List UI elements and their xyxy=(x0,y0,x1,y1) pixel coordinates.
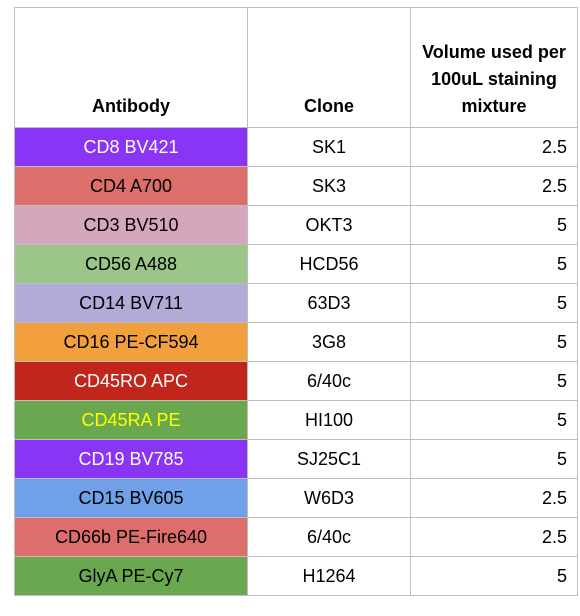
table-row: CD16 PE-CF594 3G8 5 xyxy=(14,322,578,362)
table-body: CD8 BV421 SK1 2.5 CD4 A700 SK3 2.5 CD3 BV510 OK… xyxy=(14,127,578,596)
antibody-cell: CD45RO APC xyxy=(14,361,248,401)
antibody-cell: CD15 BV605 xyxy=(14,478,248,518)
antibody-cell: CD45RA PE xyxy=(14,400,248,440)
header-volume: Volume used per 100uL staining mixture xyxy=(410,7,578,128)
table-row: GlyA PE-Cy7 H1264 5 xyxy=(14,556,578,596)
table-row: CD19 BV785 SJ25C1 5 xyxy=(14,439,578,479)
table-row: CD66b PE-Fire640 6/40c 2.5 xyxy=(14,517,578,557)
clone-cell: SJ25C1 xyxy=(247,439,411,479)
header-antibody: Antibody xyxy=(14,7,248,128)
clone-cell: 3G8 xyxy=(247,322,411,362)
volume-cell: 5 xyxy=(410,439,578,479)
antibody-cell: CD14 BV711 xyxy=(14,283,248,323)
volume-cell: 5 xyxy=(410,244,578,284)
volume-cell: 2.5 xyxy=(410,127,578,167)
antibody-cell: CD3 BV510 xyxy=(14,205,248,245)
volume-cell: 5 xyxy=(410,400,578,440)
antibody-cell: CD56 A488 xyxy=(14,244,248,284)
antibody-cell: CD16 PE-CF594 xyxy=(14,322,248,362)
table-row: CD8 BV421 SK1 2.5 xyxy=(14,127,578,167)
volume-cell: 5 xyxy=(410,322,578,362)
clone-cell: 63D3 xyxy=(247,283,411,323)
volume-cell: 5 xyxy=(410,283,578,323)
table-row: CD15 BV605 W6D3 2.5 xyxy=(14,478,578,518)
clone-cell: 6/40c xyxy=(247,517,411,557)
table-row: CD56 A488 HCD56 5 xyxy=(14,244,578,284)
clone-cell: OKT3 xyxy=(247,205,411,245)
header-clone: Clone xyxy=(247,7,411,128)
table-row: CD4 A700 SK3 2.5 xyxy=(14,166,578,206)
volume-cell: 5 xyxy=(410,556,578,596)
clone-cell: W6D3 xyxy=(247,478,411,518)
clone-cell: 6/40c xyxy=(247,361,411,401)
antibody-cell: CD66b PE-Fire640 xyxy=(14,517,248,557)
volume-cell: 2.5 xyxy=(410,478,578,518)
clone-cell: HCD56 xyxy=(247,244,411,284)
volume-cell: 2.5 xyxy=(410,517,578,557)
header-row: Antibody Clone Volume used per 100uL sta… xyxy=(14,7,578,128)
clone-cell: SK3 xyxy=(247,166,411,206)
antibody-cell: CD8 BV421 xyxy=(14,127,248,167)
antibody-table: Antibody Clone Volume used per 100uL sta… xyxy=(14,7,578,596)
volume-cell: 5 xyxy=(410,205,578,245)
antibody-cell: GlyA PE-Cy7 xyxy=(14,556,248,596)
table-row: CD14 BV711 63D3 5 xyxy=(14,283,578,323)
volume-cell: 5 xyxy=(410,361,578,401)
volume-cell: 2.5 xyxy=(410,166,578,206)
clone-cell: H1264 xyxy=(247,556,411,596)
table-row: CD3 BV510 OKT3 5 xyxy=(14,205,578,245)
antibody-cell: CD19 BV785 xyxy=(14,439,248,479)
table-row: CD45RO APC 6/40c 5 xyxy=(14,361,578,401)
antibody-cell: CD4 A700 xyxy=(14,166,248,206)
clone-cell: SK1 xyxy=(247,127,411,167)
clone-cell: HI100 xyxy=(247,400,411,440)
table-row: CD45RA PE HI100 5 xyxy=(14,400,578,440)
